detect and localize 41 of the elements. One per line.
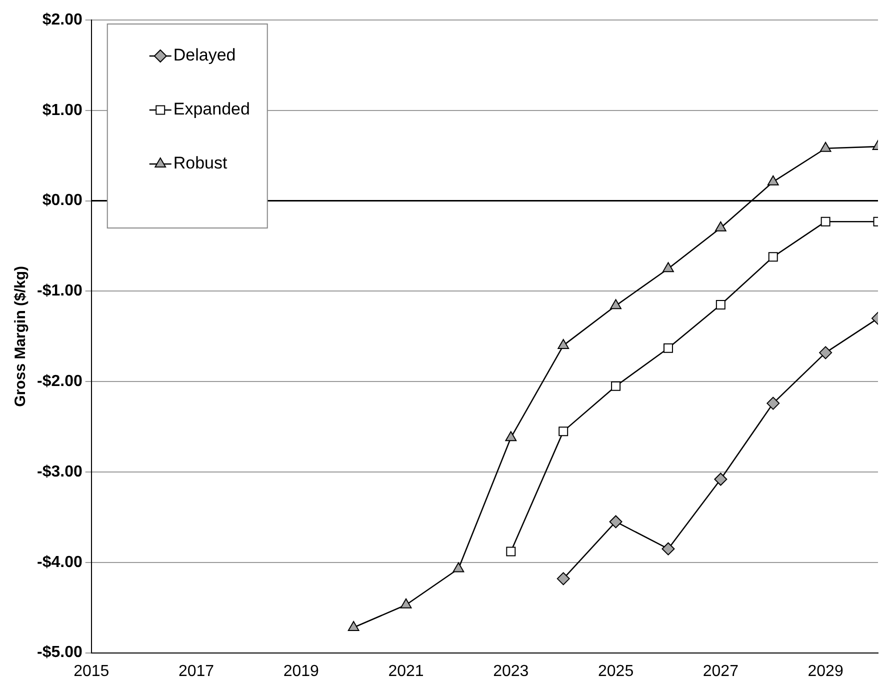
x-tick-label: 2021: [388, 662, 424, 680]
point: [820, 216, 830, 226]
point: [767, 175, 779, 186]
point: [768, 252, 778, 262]
point: [558, 338, 570, 349]
point: [714, 472, 728, 486]
y-tick-label: -$5.00: [36, 644, 82, 662]
point: [714, 221, 726, 232]
y-tick-label: -$4.00: [36, 554, 82, 571]
x-tick-label: 2015: [74, 662, 110, 680]
legend-label: Expanded: [173, 100, 250, 119]
legend-label: Robust: [173, 154, 228, 173]
point: [506, 546, 516, 556]
point: [558, 426, 568, 436]
y-tick-label: $1.00: [42, 102, 82, 119]
y-tick-label: -$1.00: [36, 282, 82, 300]
point: [609, 515, 622, 528]
x-tick-label: 2027: [702, 662, 739, 680]
y-tick-label: $0.00: [42, 192, 82, 210]
point: [766, 396, 780, 410]
x-tick-label: 2023: [493, 662, 529, 680]
point: [556, 572, 570, 586]
y-tick-label: -$3.00: [36, 463, 82, 480]
x-tick-label: 2025: [598, 662, 634, 680]
point: [820, 142, 832, 152]
point: [716, 300, 726, 310]
x-tick-label: 2019: [283, 662, 320, 680]
y-axis-title: Gross Margin ($/kg): [12, 266, 30, 407]
point: [662, 262, 674, 272]
point: [663, 343, 673, 353]
point: [819, 346, 832, 360]
point: [662, 542, 675, 556]
point: [611, 381, 621, 391]
y-tick-label: $2.00: [42, 11, 82, 28]
point: [505, 431, 517, 442]
legend-label: Delayed: [173, 46, 236, 65]
point: [452, 562, 464, 572]
y-tick-label: -$2.00: [36, 373, 82, 390]
point: [610, 299, 622, 310]
x-tick-label: 2029: [808, 662, 844, 680]
x-tick-label: 2017: [178, 662, 214, 680]
